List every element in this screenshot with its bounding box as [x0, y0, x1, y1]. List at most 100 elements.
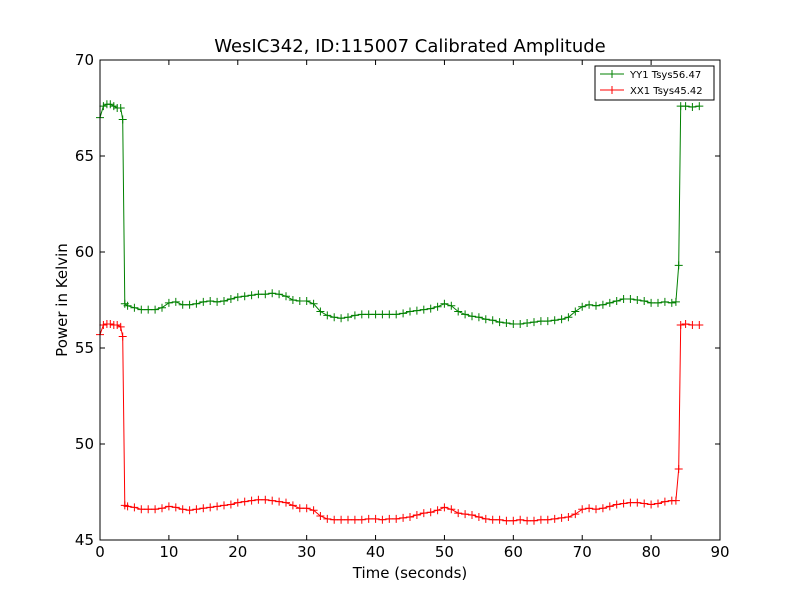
data-point-0-34: [295, 297, 304, 305]
data-point-0-56: [447, 301, 456, 310]
x-tick-label-4: 40: [366, 543, 385, 561]
data-point-1-43: [357, 515, 366, 524]
data-point-1-53: [426, 508, 435, 517]
x-axis-label: Time (seconds): [352, 564, 468, 582]
data-point-0-47: [385, 310, 394, 319]
data-point-0-78: [598, 300, 607, 309]
x-tick-label-5: 50: [435, 543, 454, 561]
x-tick-label-3: 30: [297, 543, 316, 561]
data-point-0-29: [261, 290, 270, 299]
data-point-0-41: [344, 313, 352, 322]
data-point-0-76: [585, 300, 594, 309]
data-point-0-55: [440, 299, 449, 308]
data-point-1-60: [474, 513, 483, 521]
plot-layer: [96, 100, 704, 525]
y-tick-label-5: 70: [75, 51, 94, 69]
data-point-1-17: [178, 505, 187, 514]
data-point-1-13: [151, 505, 160, 514]
data-point-0-54: [433, 302, 442, 311]
data-point-0-35: [302, 297, 311, 305]
data-point-0-70: [543, 317, 552, 326]
data-point-0-80: [612, 297, 621, 305]
data-point-0-72: [557, 315, 566, 324]
y-tick-label-2: 55: [75, 339, 94, 357]
data-point-0-15: [164, 298, 173, 307]
data-point-1-25: [233, 498, 242, 507]
x-tick-label-2: 20: [228, 543, 247, 561]
series-line-0: [99, 103, 700, 325]
data-point-1-63: [495, 515, 504, 524]
data-point-0-40: [337, 314, 346, 323]
data-point-0-67: [523, 319, 532, 327]
data-point-0-81: [619, 295, 628, 303]
data-point-1-44: [364, 514, 373, 523]
data-point-1-5: [113, 321, 122, 329]
data-point-1-78: [598, 504, 607, 513]
data-point-0-59: [468, 312, 476, 321]
data-point-1-18: [185, 506, 194, 515]
data-point-1-27: [247, 496, 256, 505]
data-point-1-72: [557, 513, 566, 522]
data-point-1-67: [523, 516, 532, 525]
legend-label-xx1: XX1 Tsys45.42: [630, 86, 703, 97]
data-point-0-32: [282, 292, 290, 301]
data-point-0-57: [454, 307, 463, 316]
data-point-1-82: [626, 498, 635, 507]
data-point-0-7: [118, 115, 127, 124]
data-point-1-92: [681, 320, 690, 328]
data-point-0-12: [144, 305, 153, 314]
data-point-1-30: [268, 496, 277, 505]
data-point-1-71: [550, 514, 559, 523]
data-point-1-38: [323, 514, 332, 523]
data-point-1-73: [564, 513, 573, 521]
data-point-1-77: [592, 505, 600, 514]
data-point-1-56: [447, 505, 456, 514]
data-point-0-52: [419, 305, 428, 314]
data-point-0-84: [640, 297, 649, 305]
data-point-0-89: [671, 297, 680, 306]
data-point-1-22: [213, 502, 222, 511]
data-point-0-21: [206, 297, 215, 305]
data-point-1-10: [130, 503, 139, 512]
data-point-1-86: [654, 499, 662, 508]
data-point-0-64: [502, 319, 511, 327]
data-point-1-57: [454, 509, 463, 518]
data-point-0-43: [357, 310, 366, 319]
data-point-0-63: [495, 318, 504, 327]
data-point-1-59: [468, 511, 476, 519]
data-point-1-42: [350, 515, 359, 524]
data-point-1-31: [275, 497, 284, 506]
plot-frame: [99, 59, 721, 541]
data-point-1-37: [316, 512, 325, 520]
y-tick-label-1: 50: [75, 435, 94, 453]
data-point-0-36: [309, 299, 318, 308]
data-point-1-23: [220, 501, 228, 510]
data-point-1-47: [385, 514, 394, 523]
data-point-0-22: [213, 297, 222, 306]
data-point-0-25: [233, 293, 242, 302]
x-tick-label-0: 0: [95, 543, 105, 561]
data-point-1-90: [674, 465, 683, 473]
x-tick-label-1: 10: [159, 543, 178, 561]
data-point-0-26: [240, 292, 249, 301]
data-point-0-13: [151, 305, 160, 314]
data-point-0-46: [378, 310, 387, 319]
legend-marker-yy1: [608, 70, 616, 78]
x-tick-label-6: 60: [504, 543, 523, 561]
data-point-1-35: [302, 504, 311, 513]
data-point-0-58: [461, 310, 470, 319]
data-point-1-80: [612, 500, 621, 509]
data-point-0-85: [647, 298, 656, 307]
data-point-0-39: [330, 313, 339, 322]
data-point-1-64: [502, 516, 511, 525]
data-point-1-65: [509, 516, 518, 525]
data-point-1-41: [344, 515, 352, 524]
y-tick-label-4: 65: [75, 147, 94, 165]
data-point-1-62: [488, 515, 497, 524]
data-point-0-62: [488, 316, 497, 325]
data-point-1-40: [337, 515, 346, 524]
data-point-1-69: [536, 515, 545, 524]
y-tick-label-0: 45: [75, 531, 94, 549]
data-point-1-91: [676, 321, 685, 329]
